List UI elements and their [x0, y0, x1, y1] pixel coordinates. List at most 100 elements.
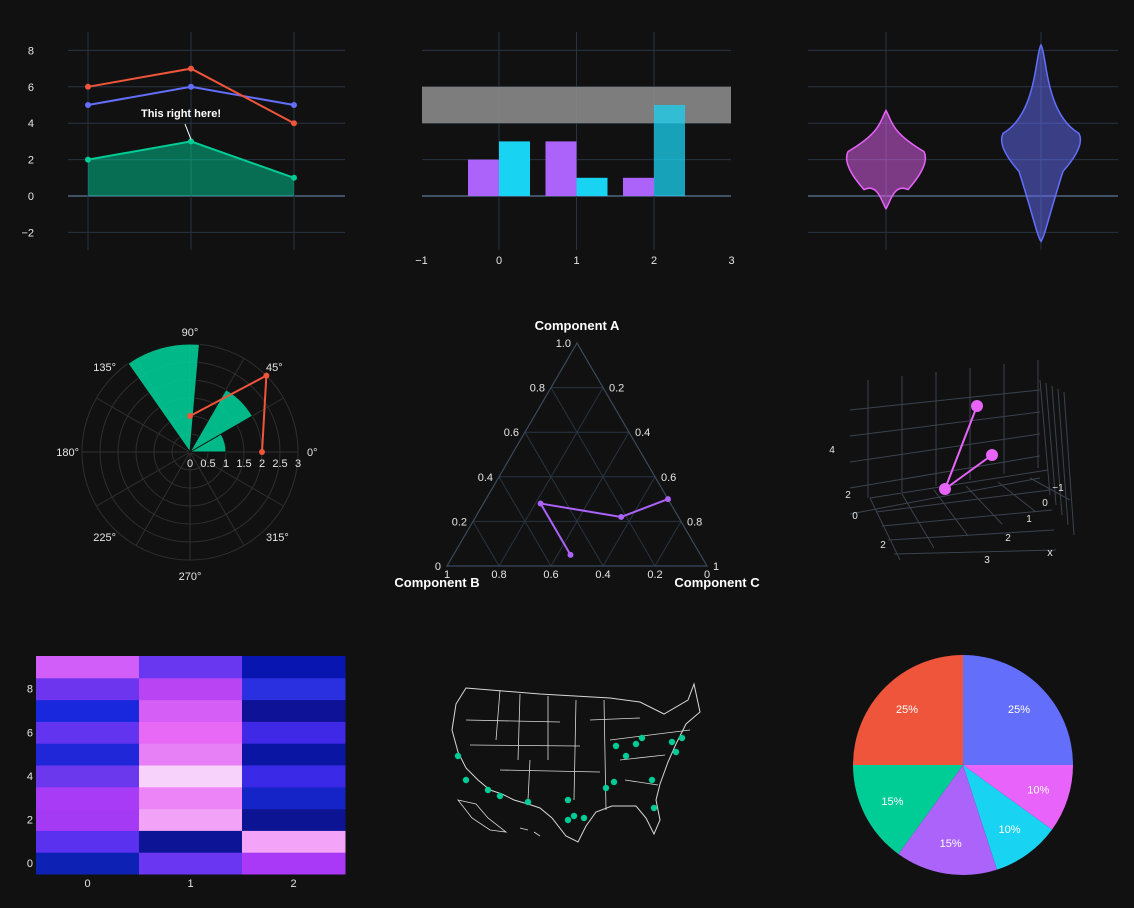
3d-point — [986, 449, 998, 461]
city-marker — [580, 814, 588, 822]
heatmap-cell — [36, 677, 140, 701]
series-point — [85, 83, 91, 90]
grid-line — [901, 493, 935, 549]
heatmap-cell — [139, 677, 243, 701]
city-marker — [496, 792, 504, 800]
b-tick-label: 0.2 — [647, 569, 662, 581]
grid-line — [887, 529, 1055, 541]
state-border — [573, 699, 577, 801]
a-tick-label: 0.8 — [530, 383, 545, 395]
radial-tick-label: 1.5 — [236, 458, 251, 470]
ternary-point — [618, 513, 625, 520]
radial-tick-label: 2 — [259, 458, 265, 470]
radial-tick-label: 3 — [295, 458, 301, 470]
city-marker — [602, 784, 610, 792]
x-tick-label: 3 — [728, 255, 734, 267]
grid-line — [1029, 477, 1071, 501]
polar-point — [259, 449, 265, 455]
angular-tick-label: 315° — [266, 532, 289, 544]
pie-chart: 25% 10% 10% 15% 15% 25% — [853, 655, 1073, 875]
bar — [468, 159, 499, 196]
grid-line — [1057, 388, 1069, 526]
radial-tick-label: 0.5 — [200, 458, 215, 470]
angular-gridline — [96, 397, 191, 453]
city-marker — [454, 752, 462, 760]
3d-tick-label: 3 — [984, 555, 990, 566]
city-marker — [668, 738, 676, 746]
angular-gridline — [189, 451, 284, 507]
axis-title-b: Component B — [394, 575, 479, 590]
ternary-gridline — [550, 431, 630, 567]
angular-tick-label: 225° — [93, 532, 116, 544]
radial-tick-label: 0 — [187, 458, 193, 470]
pie-slice — [963, 765, 1073, 830]
b-tick-label: 0.4 — [595, 569, 610, 581]
x-tick-label: 1 — [573, 255, 579, 267]
grid-line — [933, 489, 969, 537]
pie-slice — [853, 655, 963, 765]
grid-line — [1051, 385, 1063, 516]
heatmap-cell — [36, 656, 140, 679]
a-tick-label: 1.0 — [556, 338, 571, 350]
area-fill — [88, 141, 294, 196]
heatmap-cell — [36, 699, 140, 722]
grid-line — [849, 477, 1041, 515]
x-tick-label: 2 — [290, 878, 296, 890]
pie-label: 15% — [881, 796, 903, 808]
grid-line — [881, 509, 1053, 527]
ternary-line — [538, 498, 669, 556]
a-tick-label: 0.4 — [478, 472, 493, 484]
ternary-point — [537, 500, 544, 507]
bar — [623, 177, 654, 196]
state-border — [603, 699, 607, 811]
violin-shape — [845, 109, 927, 211]
3d-tick-label: 2 — [1005, 533, 1011, 544]
state-border — [465, 719, 561, 723]
heatmap-cell — [139, 743, 243, 766]
pie-slice — [963, 765, 1052, 870]
y-tick-label: 4 — [27, 771, 33, 783]
3d-tick-label: −1 — [1052, 483, 1064, 494]
heatmap-cell — [139, 699, 243, 722]
state-border — [624, 779, 659, 786]
grid-line — [997, 481, 1037, 513]
3d-tick-label: 0 — [852, 511, 858, 522]
b-tick-label: 0.6 — [543, 569, 558, 581]
alaska-outline — [457, 799, 508, 833]
grid-line — [849, 455, 1041, 489]
polar-point — [187, 413, 193, 419]
ternary-chart: 0 0.2 0.4 0.6 0.8 1.0 0.2 0.4 0.6 0.8 1 1 0.8 0.6 0.4 0… — [394, 318, 760, 590]
us-map-chart — [451, 682, 701, 843]
x-tick-label: 2 — [651, 255, 657, 267]
ternary-point — [665, 496, 671, 503]
heatmap-cell — [36, 786, 140, 810]
3d-tick-label: 2 — [880, 540, 886, 551]
heatmap-cell — [242, 743, 346, 766]
bar — [545, 141, 577, 196]
pie-slice — [853, 765, 963, 854]
ternary-gridline — [524, 431, 604, 567]
a-tick-label: 0.6 — [504, 427, 519, 439]
city-marker — [622, 752, 630, 760]
polar-chart: 0° 45° 90° 135° 180° 225° 270° 315° 0 0.5 1 1.5 2 2.5… — [56, 327, 317, 583]
state-border — [469, 744, 581, 747]
series-point — [85, 102, 91, 108]
grid-line — [965, 485, 1003, 525]
series-point — [291, 174, 297, 181]
3d-axis-label: x — [1047, 547, 1053, 559]
heatmap-cell — [242, 808, 346, 831]
grid-line — [869, 497, 901, 561]
y-tick-label: 6 — [28, 82, 34, 94]
annotation-arrow — [184, 123, 192, 140]
3d-point — [939, 483, 951, 495]
y-tick-label: 8 — [27, 684, 33, 696]
angular-tick-label: 180° — [56, 447, 79, 459]
3d-tick-label: 0 — [1042, 498, 1048, 509]
angular-gridline — [96, 451, 191, 507]
grid-line — [849, 433, 1041, 463]
radial-tick-label: 2.5 — [272, 458, 287, 470]
c-tick-label: 0.8 — [687, 516, 702, 528]
angular-tick-label: 0° — [307, 447, 318, 459]
city-marker — [632, 740, 640, 748]
city-marker — [648, 776, 656, 784]
